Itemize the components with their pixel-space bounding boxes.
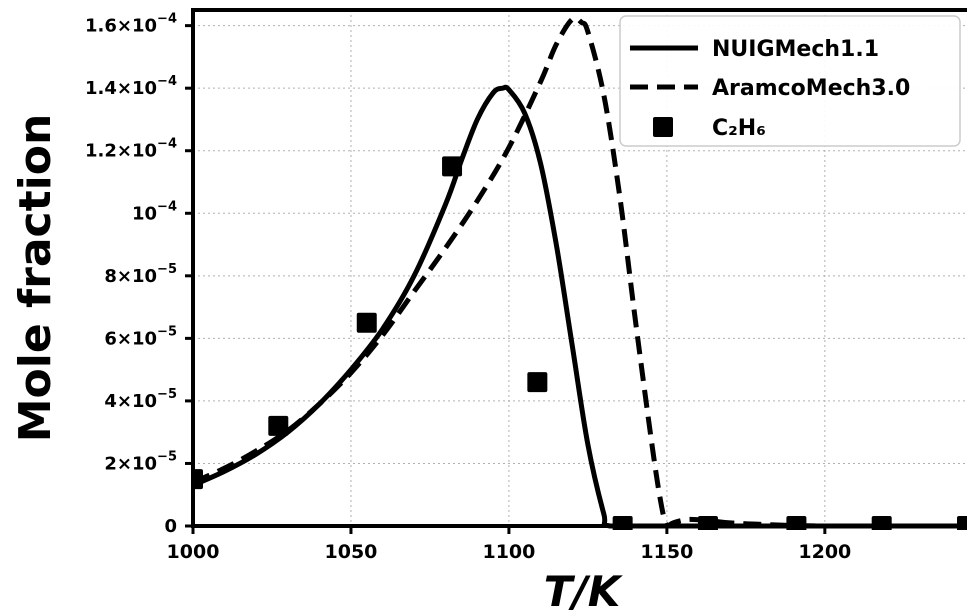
y-axis-label: Mole fraction <box>10 114 61 443</box>
c2h6-data-point <box>268 416 288 436</box>
y-tick-label: 0 <box>164 516 177 537</box>
y-tick-label: 1.4×10−4 <box>85 74 177 99</box>
legend-label: AramcoMech3.0 <box>712 76 910 101</box>
y-tick-label: 10−4 <box>132 199 177 224</box>
y-tick-label: 8×10−5 <box>104 262 177 287</box>
c2h6-data-point <box>357 313 377 333</box>
legend-label: NUIGMech1.1 <box>712 37 879 62</box>
x-axis-label: T/K <box>544 567 624 612</box>
y-tick-label: 4×10−5 <box>104 387 177 412</box>
x-tick-label: 1000 <box>167 541 220 563</box>
y-tick-label: 2×10−5 <box>104 449 177 474</box>
y-tick-label: 1.6×10−4 <box>85 12 177 37</box>
legend: NUIGMech1.1 AramcoMech3.0 C₂H₆ <box>620 16 960 146</box>
legend-marker-c2h6 <box>653 117 673 137</box>
nuigmech-line <box>193 87 967 526</box>
x-tick-label: 1100 <box>482 541 535 563</box>
y-tick-label: 6×10−5 <box>104 324 177 349</box>
x-tick-label: 1200 <box>798 541 851 563</box>
legend-label: C₂H₆ <box>712 116 766 141</box>
c2h6-data-point <box>527 372 547 392</box>
c2h6-data-point <box>442 156 462 176</box>
x-tick-label: 1150 <box>640 541 693 563</box>
x-tick-label: 1050 <box>325 541 378 563</box>
y-tick-label: 1.2×10−4 <box>85 137 177 162</box>
